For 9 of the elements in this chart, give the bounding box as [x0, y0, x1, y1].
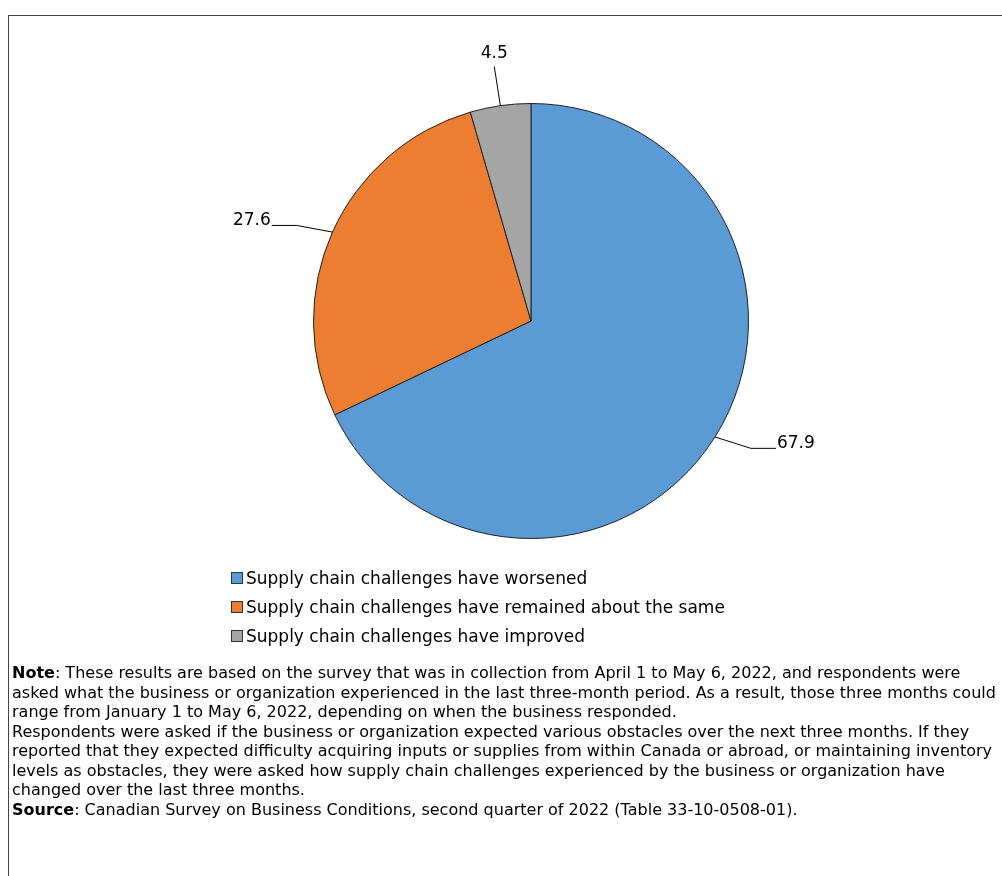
source-note: Source: Canadian Survey on Business Conditions, second quarter of 2022 (Table 33-10-0508-01). [12, 799, 799, 819]
legend-label: Supply chain challenges have remained about the same [246, 596, 725, 617]
data-label: 4.5 [480, 42, 508, 63]
data-label: 67.9 [776, 432, 815, 453]
text: Note: These results are based on the survey that was in collection from April 1 to May 6, 2022, and respondents were asked what the business or organization experienced in the last three-month period. As a result, those three months could range from January 1 to May 6, 2022, depending on when the business responded. [12, 663, 997, 722]
text: Respondents were asked if the business or organization expected various obstacles over the next three months. If they reported that they expected difficulty acquiring inputs or supplies from within Canada or abroad, or maintaining inventory levels as obstacles, they were asked how supply chain challenges experienced by the business or organization have changed over the last three months. [12, 721, 994, 800]
legend-label: Supply chain challenges have improved [246, 625, 586, 646]
legend-label: Supply chain challenges have worsened [246, 567, 588, 588]
data-label: 27.6 [232, 209, 271, 230]
